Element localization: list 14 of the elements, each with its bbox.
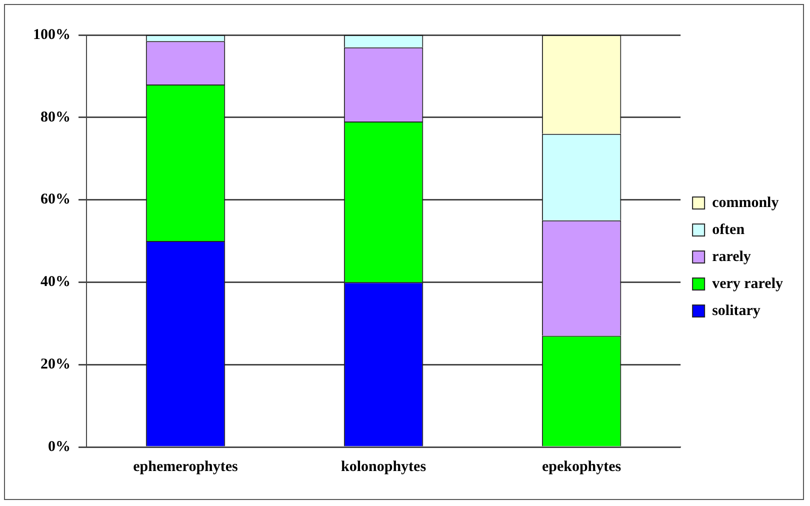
legend-label: commonly [712, 194, 780, 211]
y-tick-label: 60% [40, 192, 70, 208]
x-tick-label: ephemerophytes [133, 458, 238, 475]
y-tick-label: 0% [48, 438, 70, 455]
legend-label: rarely [712, 248, 752, 265]
y-tick-label: 20% [40, 356, 70, 372]
y-tick-label: 80% [40, 109, 70, 126]
x-tick-label: epekophytes [542, 458, 622, 475]
legend-label: solitary [712, 302, 761, 319]
x-tick-label: kolonophytes [341, 458, 426, 475]
y-tick-label: 40% [40, 274, 70, 290]
legend-label: often [712, 222, 746, 238]
legend-label: very rarely [712, 276, 784, 292]
y-tick-label: 100% [33, 26, 70, 43]
